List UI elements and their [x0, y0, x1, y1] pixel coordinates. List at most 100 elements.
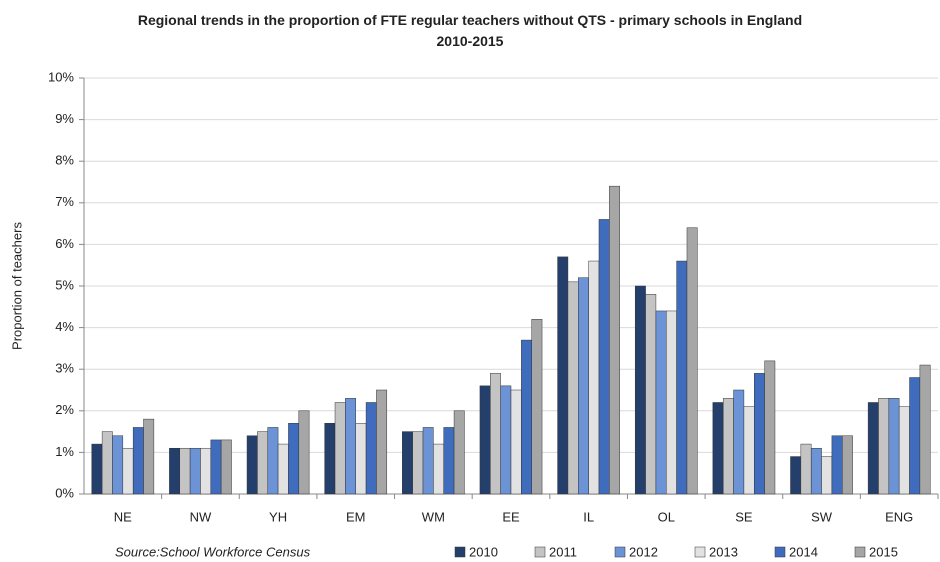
bar — [288, 423, 300, 495]
bar — [733, 389, 745, 495]
bar — [443, 427, 455, 495]
bar — [754, 373, 765, 495]
bar — [402, 431, 413, 495]
y-axis-label: Proportion of teachers — [9, 222, 24, 350]
bar — [365, 402, 377, 495]
legend-label: 2012 — [629, 544, 658, 559]
legend-swatch — [454, 546, 466, 558]
bar — [655, 310, 667, 495]
bar — [500, 385, 512, 495]
x-tick-label: EE — [502, 509, 520, 524]
chart-title: Regional trends in the proportion of FTE… — [137, 12, 803, 49]
bar — [433, 443, 444, 495]
x-tick-label: SW — [811, 509, 833, 524]
y-tick-label: 7% — [55, 194, 74, 209]
bar — [722, 398, 734, 495]
bar — [112, 435, 124, 495]
y-tick-label: 6% — [55, 236, 74, 251]
y-tick-label: 8% — [55, 153, 74, 168]
legend-swatch — [614, 546, 626, 558]
y-tick-label: 9% — [55, 111, 74, 126]
bar — [686, 227, 698, 495]
y-tick-label: 10% — [48, 69, 74, 84]
bar — [790, 456, 802, 495]
bar — [909, 377, 921, 495]
y-tick-label: 0% — [55, 485, 74, 500]
legend-label: 2014 — [789, 544, 818, 559]
bar — [588, 260, 600, 495]
legend-swatch — [534, 546, 546, 558]
bar — [521, 339, 532, 495]
x-tick-label: WM — [422, 509, 445, 524]
bar — [919, 364, 931, 495]
bar — [246, 435, 258, 495]
bar — [345, 398, 356, 495]
bar — [189, 447, 201, 495]
bar — [453, 410, 465, 495]
legend-swatch — [774, 546, 786, 558]
legend-swatch — [694, 546, 706, 558]
bar — [510, 389, 522, 495]
legend-label: 2015 — [869, 544, 898, 559]
y-tick-label: 4% — [55, 319, 74, 334]
bar — [334, 402, 346, 495]
bar — [479, 385, 491, 495]
y-tick-label: 2% — [55, 402, 74, 417]
bar — [800, 443, 812, 495]
x-tick-label: IL — [583, 509, 594, 524]
source-note: Source:School Workforce Census — [115, 544, 311, 559]
legend-swatch — [854, 546, 866, 558]
y-tick-label: 3% — [55, 361, 74, 376]
bar — [298, 410, 310, 495]
bar — [210, 439, 222, 495]
legend-label: 2011 — [549, 544, 577, 559]
bar — [277, 443, 289, 495]
legend-label: 2010 — [469, 544, 498, 559]
bar — [609, 185, 620, 495]
bar — [557, 256, 569, 495]
bar — [764, 360, 776, 495]
bar — [422, 427, 434, 495]
bar — [878, 398, 890, 495]
bar — [810, 447, 822, 495]
bar — [257, 431, 268, 495]
bar — [841, 435, 853, 495]
bar — [531, 319, 543, 495]
bar — [101, 431, 113, 495]
bar — [888, 398, 900, 495]
x-tick-label: OL — [658, 509, 675, 524]
bar — [645, 294, 657, 495]
bar — [91, 443, 103, 495]
bar — [867, 402, 879, 495]
x-tick-label: ENG — [885, 509, 913, 524]
bar — [169, 447, 181, 495]
bar — [122, 447, 134, 495]
bar — [831, 435, 843, 495]
bar — [324, 423, 336, 495]
bar — [898, 406, 910, 495]
bar — [200, 447, 212, 495]
y-tick-label: 1% — [55, 444, 74, 459]
bar — [598, 219, 610, 495]
x-tick-label: NE — [114, 509, 132, 524]
bar — [412, 431, 424, 495]
x-tick-label: EM — [346, 509, 366, 524]
bar — [143, 418, 155, 495]
y-tick-label: 5% — [55, 277, 74, 292]
bar — [179, 447, 191, 495]
bar — [267, 427, 279, 495]
bar — [220, 439, 232, 495]
bar — [490, 373, 501, 495]
bar — [712, 402, 724, 495]
bar — [666, 310, 677, 495]
bar — [567, 281, 579, 495]
bar — [578, 277, 589, 495]
bar — [634, 285, 646, 495]
x-tick-label: YH — [269, 509, 287, 524]
bar — [132, 427, 144, 495]
x-tick-label: NW — [190, 509, 212, 524]
x-tick-label: SE — [735, 509, 753, 524]
legend-label: 2013 — [709, 544, 738, 559]
